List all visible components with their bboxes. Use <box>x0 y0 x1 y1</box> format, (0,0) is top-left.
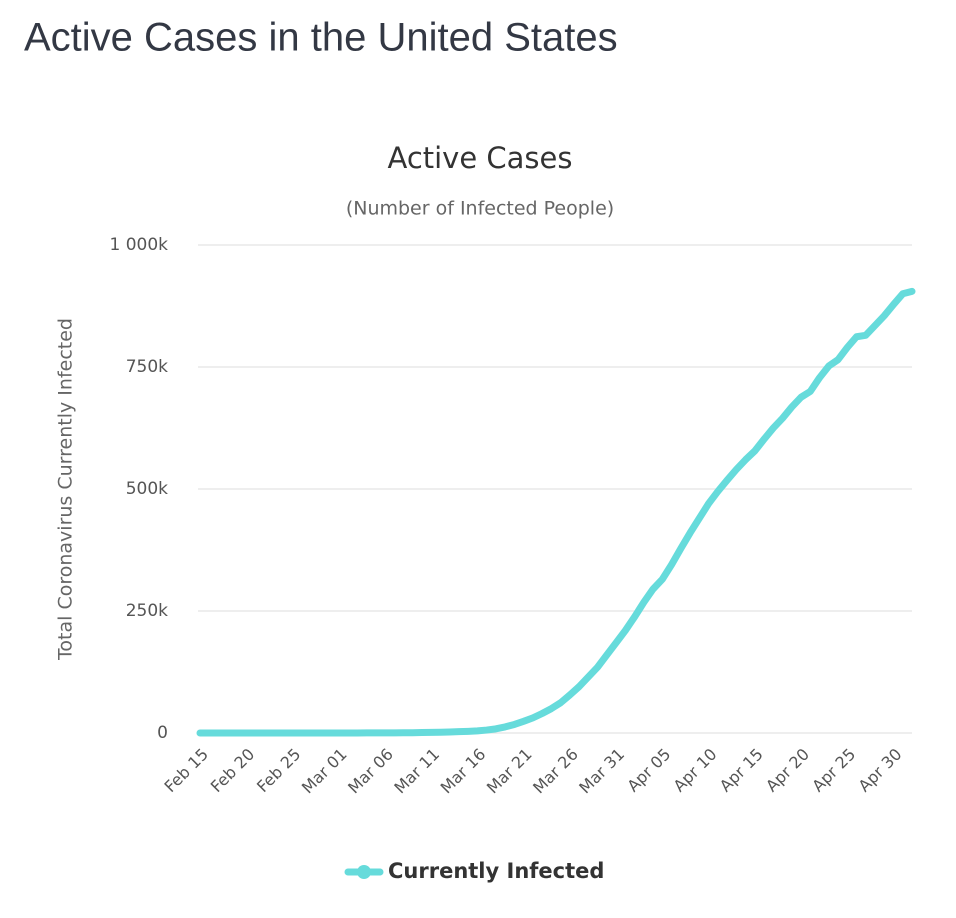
x-tick-label: Feb 15 <box>161 745 212 796</box>
x-tick-label: Mar 06 <box>344 745 397 798</box>
x-tick-label: Mar 26 <box>529 745 582 798</box>
x-tick-label: Mar 31 <box>575 745 628 798</box>
x-tick-label: Apr 20 <box>762 745 813 796</box>
chart-title: Active Cases <box>387 141 572 175</box>
legend-marker <box>357 865 371 879</box>
x-tick-label: Feb 25 <box>253 745 304 796</box>
y-tick-label: 250k <box>126 601 168 621</box>
x-tick-label: Apr 25 <box>808 745 859 796</box>
x-tick-label: Mar 01 <box>298 745 351 798</box>
x-tick-label: Mar 16 <box>437 745 490 798</box>
x-tick-label: Apr 05 <box>623 745 674 796</box>
x-tick-label: Apr 10 <box>670 745 721 796</box>
x-tick-label: Mar 11 <box>390 745 443 798</box>
x-tick-label: Feb 20 <box>207 745 258 796</box>
chart-subtitle: (Number of Infected People) <box>346 198 614 220</box>
y-tick-label: 750k <box>126 357 168 377</box>
x-tick-label: Apr 30 <box>855 745 906 796</box>
x-tick-label: Apr 15 <box>716 745 767 796</box>
legend-label: Currently Infected <box>388 859 604 883</box>
y-axis-label: Total Coronavirus Currently Infected <box>55 318 77 661</box>
y-tick-label: 500k <box>126 479 168 499</box>
x-tick-label: Mar 21 <box>483 745 536 798</box>
data-line <box>196 287 916 737</box>
y-tick-label: 1 000k <box>109 235 168 255</box>
y-tick-label: 0 <box>157 723 168 743</box>
page-heading: Active Cases in the United States <box>24 16 618 60</box>
